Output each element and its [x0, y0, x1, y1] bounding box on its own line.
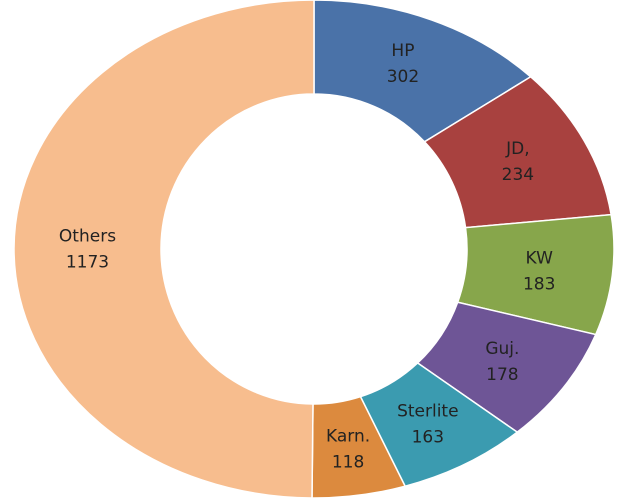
slice-name-label: Karn.	[326, 427, 370, 447]
slice-name-label: KW	[526, 248, 554, 268]
slice-value-label: 163	[412, 428, 444, 448]
slice-name-label: JD,	[505, 139, 530, 159]
slice-name-label: Others	[59, 226, 116, 246]
slice-name-label: HP	[391, 41, 414, 61]
donut-slice	[13, 0, 315, 499]
slice-value-label: 302	[387, 67, 419, 87]
slice-value-label: 234	[502, 165, 534, 185]
slice-value-label: 178	[486, 365, 518, 385]
slice-value-label: 183	[523, 274, 555, 294]
slice-name-label: Guj.	[485, 339, 519, 359]
slice-name-label: Sterlite	[397, 402, 458, 422]
slice-value-label: 1173	[66, 252, 109, 272]
slice-value-label: 118	[332, 453, 364, 473]
